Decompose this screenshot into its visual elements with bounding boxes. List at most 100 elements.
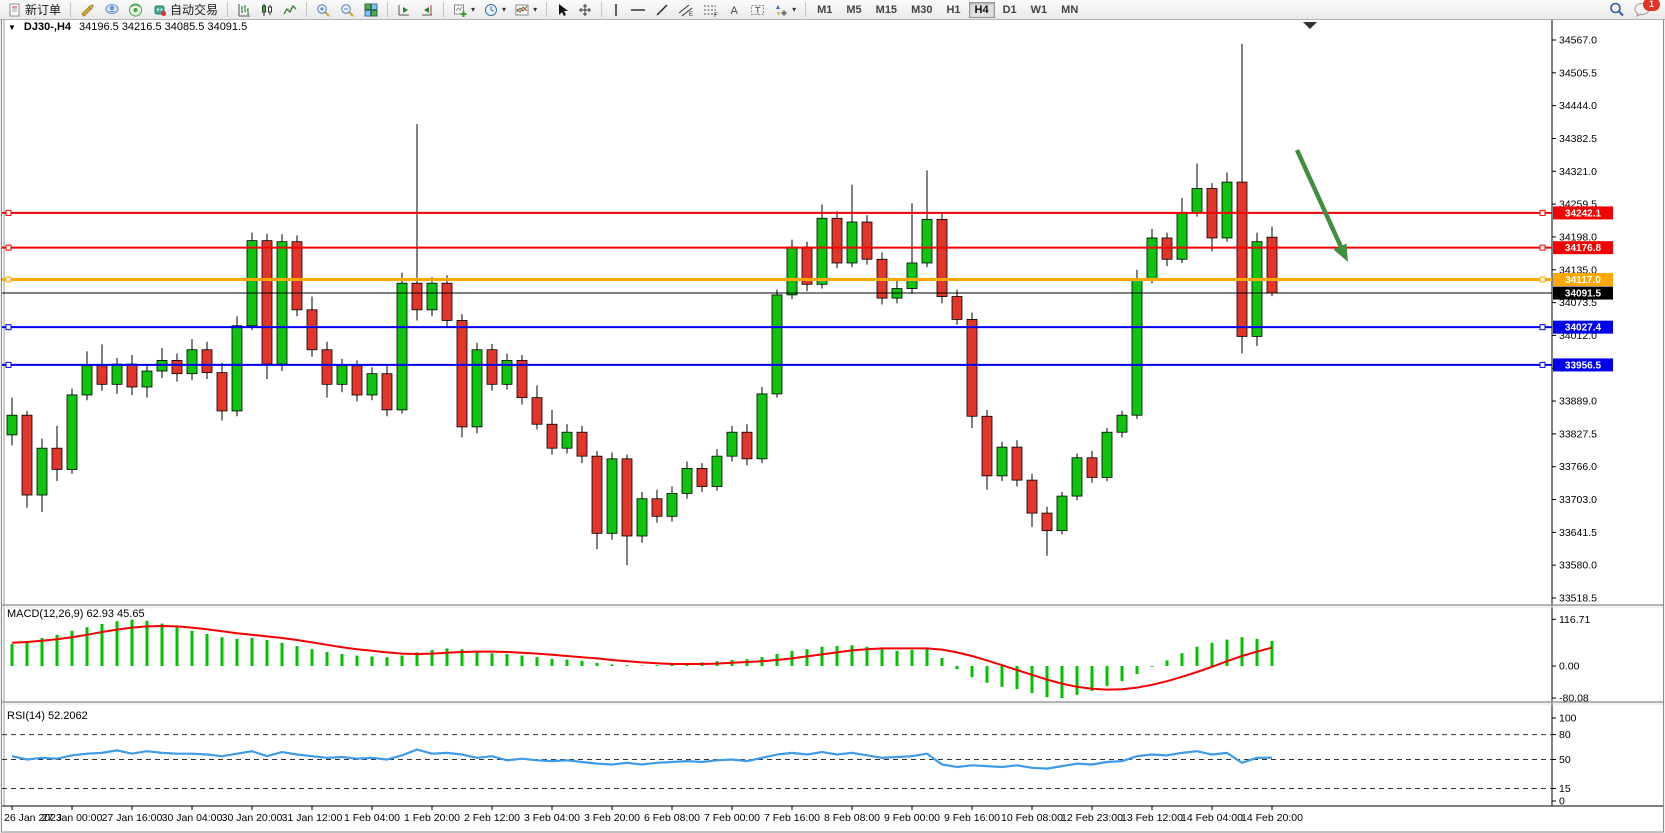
timeframe-button-m30[interactable]: M30 <box>905 2 938 18</box>
zoom-in-button[interactable] <box>312 1 335 18</box>
text-button[interactable]: A <box>724 1 745 18</box>
new-order-button[interactable]: 新订单 <box>4 1 65 18</box>
price-tick-label: 33889.0 <box>1559 396 1597 408</box>
time-axis-label: 30 Jan 20:00 <box>222 812 283 824</box>
market-watch-button[interactable] <box>76 1 99 18</box>
candle-body <box>261 240 273 365</box>
candle-body <box>1191 188 1203 214</box>
candle-body <box>996 446 1008 477</box>
rsi-axis-label: 100 <box>1559 713 1577 725</box>
price-line-label-text: 34176.8 <box>1565 243 1602 254</box>
crosshair-button[interactable] <box>574 1 596 18</box>
chart-shift-button[interactable] <box>416 1 438 18</box>
candle-body <box>51 447 63 470</box>
fibonacci-button[interactable]: F <box>699 1 723 18</box>
candle-body <box>381 373 393 411</box>
candle-body <box>816 217 828 285</box>
price-line-label-text: 34117.0 <box>1565 275 1601 286</box>
timeframe-button-h1[interactable]: H1 <box>940 2 966 18</box>
svg-text:E: E <box>689 12 693 17</box>
candle-body <box>1221 181 1233 239</box>
trendline-button[interactable] <box>651 1 673 18</box>
candle-body <box>396 282 408 411</box>
tile-windows-button[interactable] <box>360 1 382 18</box>
candle-body <box>1026 479 1038 514</box>
line-handle[interactable] <box>5 361 12 368</box>
candle-body <box>861 221 873 260</box>
candle-body <box>6 414 18 436</box>
candlestick-chart-button[interactable] <box>256 1 278 18</box>
line-handle[interactable] <box>5 209 12 216</box>
candle-body <box>1056 495 1068 532</box>
zoom-out-icon <box>341 3 354 17</box>
timeframe-button-h4[interactable]: H4 <box>968 1 995 18</box>
line-handle[interactable] <box>5 244 12 251</box>
text-label-button[interactable]: T <box>746 1 769 18</box>
svg-text:T: T <box>755 5 761 15</box>
annotation-arrow-head[interactable] <box>1333 243 1349 263</box>
equidistant-channel-icon: E <box>678 4 693 17</box>
one-click-trading-expander[interactable]: ▼ <box>8 22 16 32</box>
candle-body <box>141 370 153 388</box>
vertical-line-button[interactable] <box>607 1 625 18</box>
time-axis-label: 9 Feb 00:00 <box>884 812 940 824</box>
timeframe-button-m15[interactable]: M15 <box>870 2 903 18</box>
shapes-button[interactable]: ▾ <box>770 1 800 18</box>
autoscroll-button[interactable] <box>393 1 415 18</box>
time-axis-label: 31 Jan 12:00 <box>282 812 343 824</box>
line-chart-button[interactable] <box>279 1 301 18</box>
search-button[interactable] <box>1605 1 1629 18</box>
annotation-arrow-shaft[interactable] <box>1294 149 1344 248</box>
time-axis-label: 8 Feb 08:00 <box>824 812 880 824</box>
candle-body <box>561 431 573 449</box>
cursor-button[interactable] <box>552 1 573 18</box>
timeframe-button-m5[interactable]: M5 <box>840 2 867 18</box>
price-tick-label: 33766.0 <box>1559 461 1597 473</box>
time-axis-label: 7 Feb 00:00 <box>704 812 760 824</box>
time-axis-label: 30 Jan 04:00 <box>162 812 223 824</box>
line-handle[interactable] <box>1539 209 1546 216</box>
candle-body <box>171 359 183 375</box>
timeframe-button-w1[interactable]: W1 <box>1025 2 1054 18</box>
notifications-button[interactable]: 1 <box>1630 0 1660 18</box>
rsi-axis-label: 50 <box>1559 754 1571 766</box>
indicators-button[interactable]: ▾ <box>511 1 541 18</box>
candle-body <box>786 246 798 296</box>
candle-body <box>756 393 768 460</box>
macd-axis-label: 116.71 <box>1559 614 1590 626</box>
candle-body <box>411 282 423 311</box>
time-axis-label: 14 Feb 20:00 <box>1241 812 1303 824</box>
autotrading-button[interactable]: 自动交易 <box>148 1 222 18</box>
line-handle[interactable] <box>1539 324 1546 331</box>
timeframe-button-m1[interactable]: M1 <box>811 2 838 18</box>
time-axis-label: 6 Feb 08:00 <box>644 812 700 824</box>
candle-body <box>576 431 588 457</box>
candle-body <box>66 394 78 470</box>
dropdown-caret-icon: ▾ <box>502 5 507 14</box>
community-button[interactable] <box>100 1 123 18</box>
equidistant-channel-button[interactable]: E <box>674 1 698 18</box>
line-chart-icon <box>283 4 297 14</box>
line-handle[interactable] <box>5 276 12 283</box>
signals-button[interactable] <box>124 1 147 18</box>
bar-chart-button[interactable] <box>233 1 255 18</box>
timeframe-button-mn[interactable]: MN <box>1055 2 1084 18</box>
chart-shift-marker-icon[interactable] <box>1303 22 1317 29</box>
price-line-label-text: 34091.5 <box>1565 289 1602 300</box>
horizontal-line-button[interactable] <box>626 1 650 18</box>
timeframe-button-d1[interactable]: D1 <box>997 2 1023 18</box>
indicators-icon <box>515 4 529 15</box>
price-tick-label: 34567.0 <box>1559 35 1597 47</box>
line-handle[interactable] <box>1539 244 1546 251</box>
zoom-out-button[interactable] <box>336 1 359 18</box>
candle-body <box>681 468 693 494</box>
line-handle[interactable] <box>1539 361 1546 368</box>
new-chart-button[interactable]: ▾ <box>449 1 479 18</box>
bar-chart-icon <box>238 3 251 16</box>
periods-clock-button[interactable]: ▾ <box>480 1 510 18</box>
candle-body <box>906 262 918 289</box>
search-icon <box>1610 2 1624 17</box>
line-handle[interactable] <box>5 324 12 331</box>
line-handle[interactable] <box>1539 276 1546 283</box>
